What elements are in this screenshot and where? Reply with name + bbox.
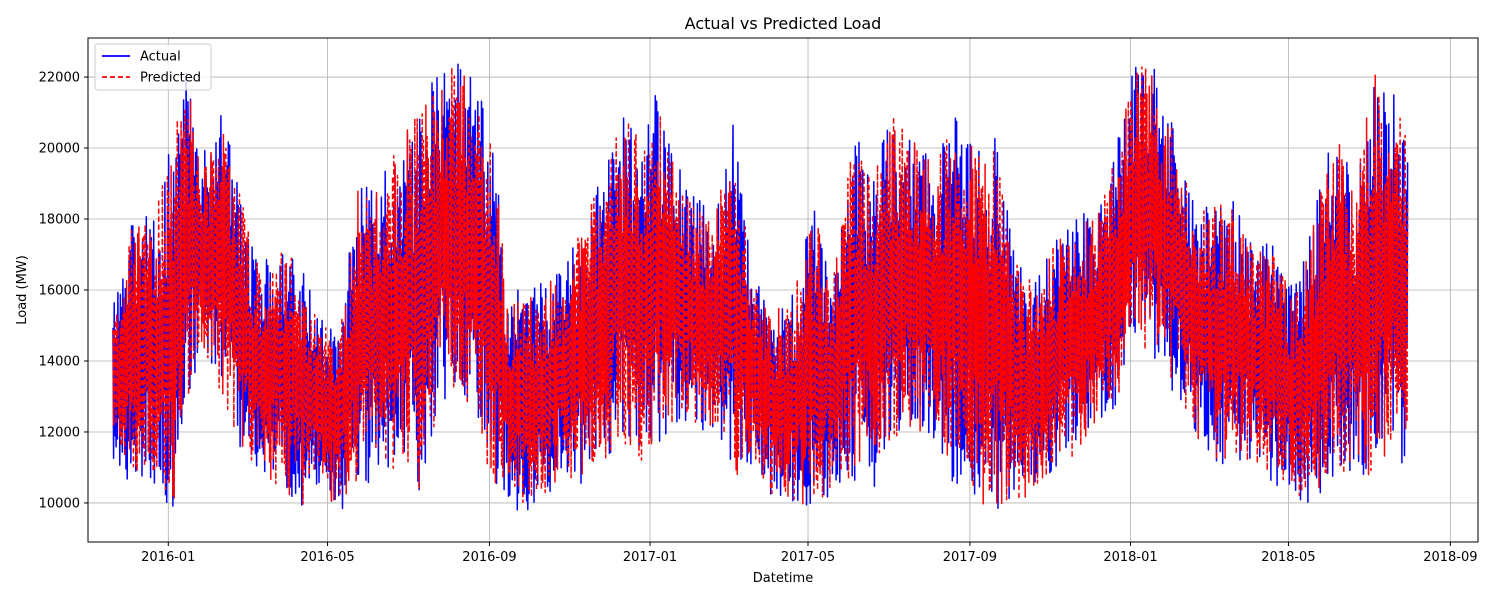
x-tick-label: 2018-09 — [1423, 550, 1477, 565]
chart-title: Actual vs Predicted Load — [685, 14, 882, 33]
y-tick-label: 18000 — [39, 213, 80, 228]
x-tick-label: 2018-05 — [1261, 550, 1315, 565]
x-tick-label: 2017-05 — [781, 550, 835, 565]
legend-label-predicted: Predicted — [140, 71, 201, 86]
series-line-predicted — [112, 66, 1409, 505]
y-axis-title: Load (MW) — [15, 255, 30, 325]
x-tick-label: 2016-05 — [300, 550, 354, 565]
x-tick-label: 2017-01 — [623, 550, 677, 565]
x-tick-label: 2016-01 — [141, 550, 195, 565]
legend: Actual Predicted — [94, 43, 212, 91]
y-tick-label: 10000 — [39, 496, 80, 511]
x-axis-title: Datetime — [753, 571, 813, 586]
x-tick-label: 2018-01 — [1103, 550, 1157, 565]
y-tick-label: 22000 — [39, 71, 80, 86]
x-tick-label: 2017-09 — [943, 550, 997, 565]
y-tick-label: 12000 — [39, 425, 80, 440]
y-tick-label: 20000 — [39, 142, 80, 157]
legend-label-actual: Actual — [140, 50, 181, 65]
ticks: 10000 12000 14000 16000 18000 20000 22000 2016-… — [39, 71, 1478, 565]
y-tick-label: 16000 — [39, 284, 80, 299]
series-layer — [112, 63, 1409, 511]
y-tick-label: 14000 — [39, 354, 80, 369]
x-tick-label: 2016-09 — [462, 550, 516, 565]
